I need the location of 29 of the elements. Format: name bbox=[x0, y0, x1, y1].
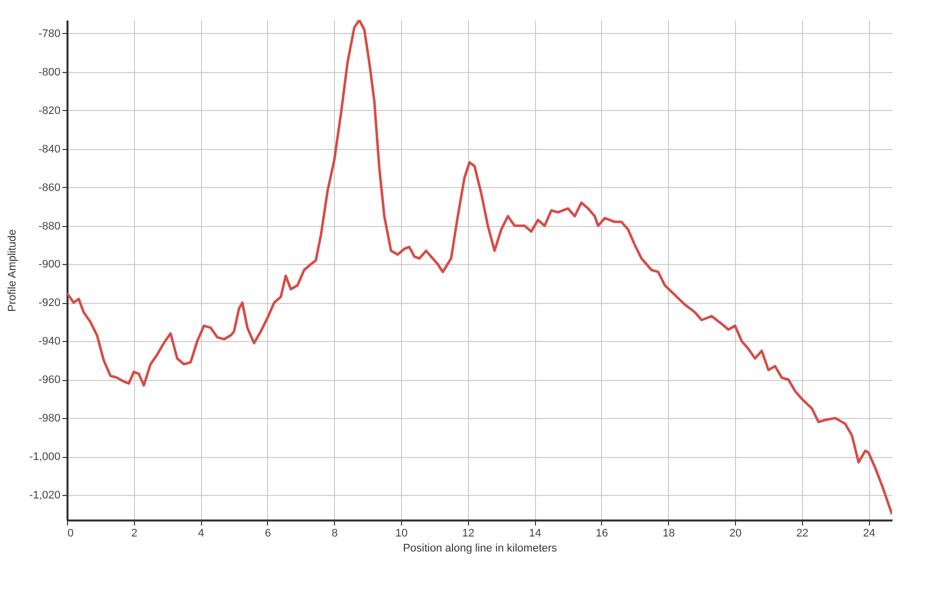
x-tick-label: 24 bbox=[862, 528, 876, 540]
y-tick-label: -1,020 bbox=[29, 490, 60, 502]
x-axis-title: Position along line in kilometers bbox=[402, 542, 558, 554]
x-tick-label: 12 bbox=[462, 528, 474, 540]
x-tick-label: 2 bbox=[131, 528, 138, 540]
x-tick-label: 8 bbox=[332, 528, 338, 540]
y-tick-label: -860 bbox=[38, 182, 60, 194]
y-tick-label: -900 bbox=[38, 258, 60, 271]
x-tick-label: 4 bbox=[198, 528, 204, 540]
x-tick-label: 22 bbox=[796, 528, 808, 540]
y-tick-label: -800 bbox=[38, 66, 60, 78]
y-tick-label: -980 bbox=[38, 412, 60, 425]
y-tick-label: -920 bbox=[38, 297, 60, 310]
x-tick-label: 16 bbox=[596, 528, 608, 540]
y-tick-label: -1,000 bbox=[29, 451, 60, 464]
y-tick-label: -780 bbox=[38, 28, 60, 40]
y-tick-label: -960 bbox=[38, 374, 60, 386]
y-tick-label: -940 bbox=[38, 336, 60, 348]
y-tick-label: -880 bbox=[38, 220, 60, 232]
x-tick-label: 18 bbox=[662, 528, 675, 540]
x-tick-label: 10 bbox=[395, 528, 408, 540]
line-series bbox=[67, 20, 892, 516]
x-tick-label: 0 bbox=[68, 528, 74, 540]
x-tick-label: 6 bbox=[264, 528, 271, 540]
y-axis-title: Profile Amplitude bbox=[6, 229, 18, 312]
x-tick-label: 14 bbox=[528, 528, 542, 540]
y-tick-label: -820 bbox=[38, 104, 60, 117]
x-tick-label: 20 bbox=[729, 528, 742, 540]
y-tick-label: -840 bbox=[38, 143, 60, 156]
